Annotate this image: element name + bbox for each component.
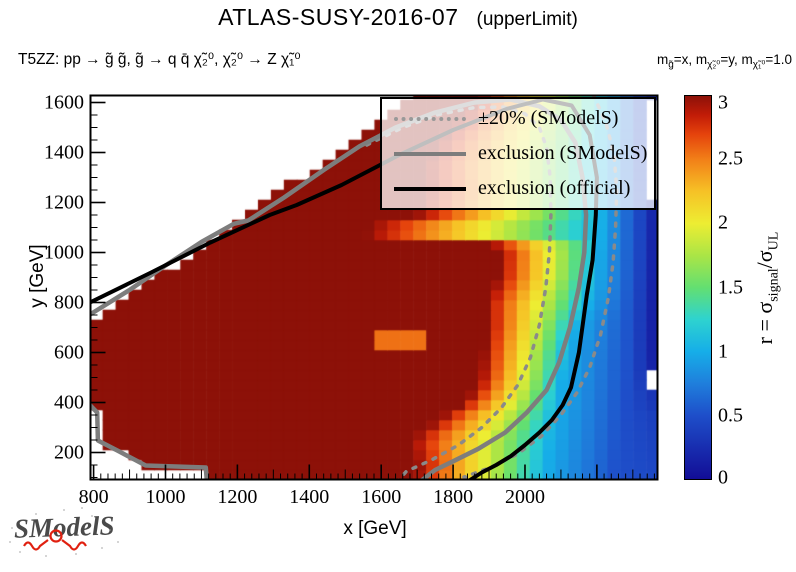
colorbar-tick-label: 0: [718, 466, 728, 489]
colorbar-tick-label: 0.5: [718, 404, 743, 427]
mass-parameter-note: mg̃=x, mχ̃₂⁰=y, mχ̃₁⁰=1.0: [657, 52, 792, 71]
x-tick-label: 1400: [289, 486, 330, 508]
x-tick-label: 1000: [145, 486, 186, 508]
mass-note-text: =y, m: [720, 52, 753, 67]
mass-note-text: m: [656, 52, 669, 67]
y-tick-label: 1600: [44, 91, 84, 113]
x-tick-label: 800: [78, 486, 109, 508]
legend-solid-line-sample: [394, 186, 466, 191]
x-tick-label: 1200: [217, 486, 258, 508]
smodels-logo: SModelS: [6, 500, 126, 566]
page-title-suffix: (upperLimit): [476, 9, 578, 30]
colorbar-tick-label: 3: [718, 91, 728, 114]
legend-item: ±20% (SModelS): [382, 102, 654, 135]
colorbar-tick-label: 2: [718, 211, 728, 234]
page-title: ATLAS-SUSY-2016-07: [218, 4, 459, 30]
legend-solid-line-sample: [394, 151, 466, 156]
logo-speckle: [9, 507, 119, 557]
x-tick-label: 1600: [361, 486, 402, 508]
colorbar-title-mid: /σ: [752, 250, 777, 269]
legend-item-label: exclusion (official): [478, 177, 631, 199]
y-tick-label: 400: [54, 391, 84, 413]
process-label: T5ZZ: pp → g̃ g̃, g̃ → q q̄ χ̃₂⁰, χ̃₂⁰ →…: [18, 51, 301, 68]
x-tick-label: 1800: [433, 486, 474, 508]
legend-item-label: ±20% (SModelS): [478, 107, 619, 129]
mass-note-text: =x, m: [673, 52, 708, 67]
smodels-logo-squiggle: [23, 529, 87, 551]
y-tick-label: 1400: [44, 141, 84, 163]
mass-note-subscript: χ̃₂⁰: [707, 59, 721, 71]
colorbar: [684, 95, 712, 480]
title-row: ATLAS-SUSY-2016-07 (upperLimit): [0, 4, 796, 31]
colorbar-tick-label: 1.5: [718, 276, 743, 298]
legend-dotted-line-sample: [394, 116, 466, 121]
smodels-logo-text: SModelS: [13, 510, 115, 543]
colorbar-title: r = σsignal/σUL: [752, 138, 784, 438]
mass-note-subscript: χ̃₁⁰: [752, 59, 766, 71]
mass-note-text: =1.0: [765, 52, 792, 67]
legend-item: exclusion (official): [382, 172, 654, 205]
x-tick-label: 2000: [504, 486, 545, 508]
y-tick-label: 200: [54, 441, 84, 463]
y-tick-label: 600: [54, 341, 84, 363]
y-axis-title: y [GeV]: [27, 244, 48, 308]
legend-item: exclusion (SModelS): [382, 137, 654, 170]
colorbar-title-sub1: signal: [766, 268, 782, 302]
legend-item-label: exclusion (SModelS): [478, 142, 648, 164]
y-tick-label: 800: [54, 291, 84, 313]
x-axis-title: x [GeV]: [343, 518, 407, 539]
mass-note-subscript: g̃: [668, 59, 674, 71]
colorbar-tick-label: 1: [718, 340, 728, 363]
colorbar-tick-label: 2.5: [718, 147, 743, 170]
legend-box: ±20% (SModelS) exclusion (SModelS) exclusi…: [380, 97, 656, 210]
y-tick-label: 1000: [44, 241, 84, 263]
colorbar-title-sub2: UL: [766, 231, 782, 251]
smodels-lowmass-contour: [90, 402, 210, 480]
y-tick-label: 1200: [44, 191, 84, 213]
colorbar-title-prefix: r = σ: [752, 301, 777, 345]
